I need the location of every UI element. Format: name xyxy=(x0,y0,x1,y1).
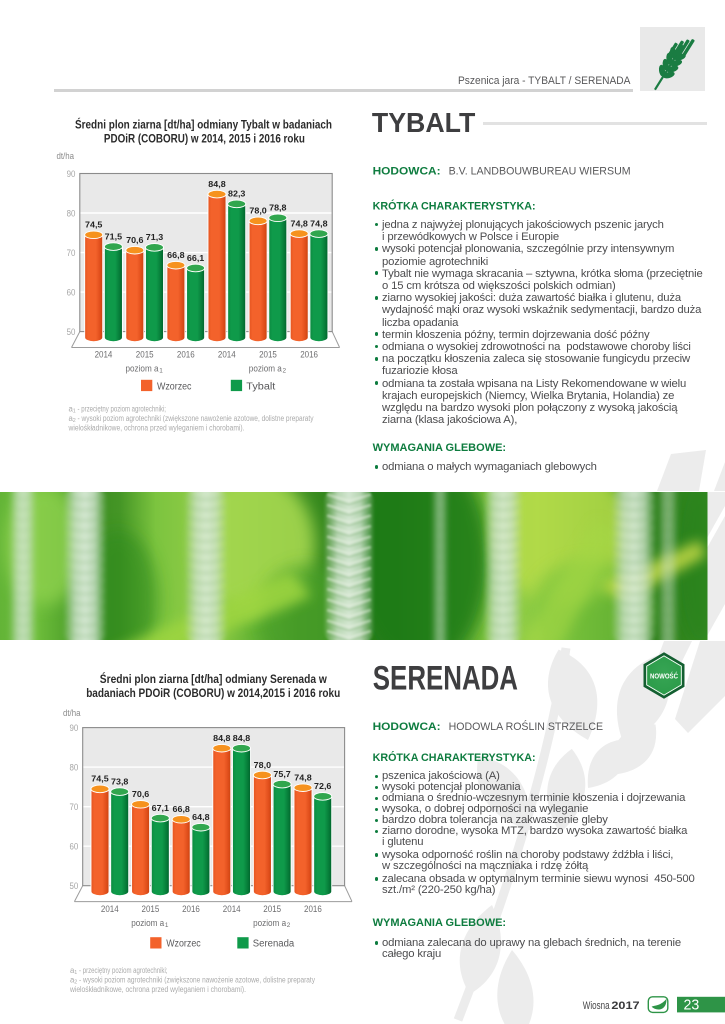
svg-text:74,8: 74,8 xyxy=(310,218,328,228)
svg-text:2016: 2016 xyxy=(177,350,195,360)
svg-text:2016: 2016 xyxy=(300,350,318,360)
svg-text:wielośkładnikowe, ochrona prze: wielośkładnikowe, ochrona przed wylegani… xyxy=(69,985,246,994)
svg-text:70,6: 70,6 xyxy=(132,789,150,799)
svg-text:74,5: 74,5 xyxy=(85,220,103,230)
svg-text:60: 60 xyxy=(67,288,76,299)
svg-text:66,8: 66,8 xyxy=(167,250,185,260)
svg-text:a: a xyxy=(70,966,75,975)
svg-text:84,8: 84,8 xyxy=(233,733,251,743)
svg-text:2: 2 xyxy=(283,368,287,375)
svg-text:a: a xyxy=(69,404,74,413)
svg-text:78,0: 78,0 xyxy=(254,760,272,770)
svg-text:poziom a: poziom a xyxy=(126,364,160,374)
svg-text:2017: 2017 xyxy=(611,1000,639,1012)
svg-text:1: 1 xyxy=(159,368,163,375)
svg-text:60: 60 xyxy=(70,842,79,853)
svg-text:78,0: 78,0 xyxy=(249,206,267,216)
svg-text:Średni plon ziarna [dt/ha] odm: Średni plon ziarna [dt/ha] odmiany Seren… xyxy=(100,671,328,686)
svg-text:Wzorzec: Wzorzec xyxy=(157,381,192,392)
svg-text:HODOWLA ROŚLIN STRZELCE: HODOWLA ROŚLIN STRZELCE xyxy=(449,720,604,733)
svg-text:WYMAGANIA GLEBOWE:: WYMAGANIA GLEBOWE: xyxy=(373,917,507,929)
svg-text:90: 90 xyxy=(70,723,79,734)
svg-text:KRÓTKA CHARAKTERYSTYKA:: KRÓTKA CHARAKTERYSTYKA: xyxy=(373,751,536,764)
svg-text:2014: 2014 xyxy=(95,350,113,360)
svg-text:2014: 2014 xyxy=(218,350,236,360)
svg-text:50: 50 xyxy=(67,327,76,338)
svg-text:71,3: 71,3 xyxy=(146,232,164,242)
svg-text:a: a xyxy=(70,975,75,984)
svg-text:50: 50 xyxy=(70,881,79,892)
svg-text:SERENADA: SERENADA xyxy=(373,660,518,698)
svg-text:badaniach PDOiR (COBORU) w 201: badaniach PDOiR (COBORU) w 2014,2015 i 2… xyxy=(86,686,340,700)
svg-text:67,1: 67,1 xyxy=(152,803,170,813)
svg-text:64,8: 64,8 xyxy=(192,812,210,822)
svg-text:wielośkładnikowe, ochrona prze: wielośkładnikowe, ochrona przed wylegani… xyxy=(68,423,245,432)
svg-text:PDOiR (COBORU) w 2014, 2015 i: PDOiR (COBORU) w 2014, 2015 i 2016 roku xyxy=(104,131,305,145)
svg-text:82,3: 82,3 xyxy=(228,189,246,199)
svg-text:dt/ha: dt/ha xyxy=(63,707,81,718)
svg-text:74,8: 74,8 xyxy=(291,218,309,228)
svg-text:71,5: 71,5 xyxy=(105,231,123,241)
svg-text:poziom a: poziom a xyxy=(131,918,165,928)
svg-text:72,6: 72,6 xyxy=(314,781,332,791)
svg-text:2016: 2016 xyxy=(304,904,322,914)
svg-text:2: 2 xyxy=(73,418,76,424)
svg-text:66,1: 66,1 xyxy=(187,253,205,263)
svg-text:2015: 2015 xyxy=(259,350,277,360)
svg-text:poziom a: poziom a xyxy=(249,364,283,374)
svg-text:TYBALT: TYBALT xyxy=(372,107,476,138)
svg-text:2015: 2015 xyxy=(142,904,160,914)
svg-text:NOWOŚĆ: NOWOŚĆ xyxy=(650,671,678,680)
svg-text:78,8: 78,8 xyxy=(269,203,287,213)
svg-text:KRÓTKA CHARAKTERYSTYKA:: KRÓTKA CHARAKTERYSTYKA: xyxy=(373,200,536,213)
svg-text:a: a xyxy=(69,414,74,423)
svg-text:80: 80 xyxy=(67,208,76,219)
svg-text:74,8: 74,8 xyxy=(294,773,312,783)
svg-text:poziom a: poziom a xyxy=(253,918,287,928)
svg-text:2: 2 xyxy=(74,979,77,985)
svg-text:75,7: 75,7 xyxy=(273,769,291,779)
svg-text:74,5: 74,5 xyxy=(91,774,109,784)
svg-text:2015: 2015 xyxy=(136,350,154,360)
svg-text:1: 1 xyxy=(73,408,76,414)
svg-text:HODOWCA:: HODOWCA: xyxy=(373,165,441,177)
svg-text:84,8: 84,8 xyxy=(208,179,226,189)
svg-text:2014: 2014 xyxy=(101,904,119,914)
svg-text:70: 70 xyxy=(70,802,79,813)
svg-text:2014: 2014 xyxy=(223,904,241,914)
svg-text:- wysoki poziom agrotechniki (: - wysoki poziom agrotechniki (zwiększone… xyxy=(78,414,314,423)
svg-text:- wysoki poziom agrotechniki (: - wysoki poziom agrotechniki (zwiększone… xyxy=(79,975,315,984)
svg-text:HODOWCA:: HODOWCA: xyxy=(373,721,441,733)
svg-text:WYMAGANIA GLEBOWE:: WYMAGANIA GLEBOWE: xyxy=(373,442,507,454)
svg-text:70,6: 70,6 xyxy=(126,235,144,245)
svg-text:2015: 2015 xyxy=(263,904,281,914)
svg-text:80: 80 xyxy=(70,763,79,774)
svg-text:Tybalt: Tybalt xyxy=(246,381,275,392)
svg-text:84,8: 84,8 xyxy=(213,733,231,743)
svg-text:23: 23 xyxy=(684,998,700,1014)
svg-text:2016: 2016 xyxy=(182,904,200,914)
svg-text:Serenada: Serenada xyxy=(253,939,295,950)
svg-text:90: 90 xyxy=(67,169,76,180)
svg-text:dt/ha: dt/ha xyxy=(57,150,75,161)
svg-text:1: 1 xyxy=(74,970,77,976)
svg-text:70: 70 xyxy=(67,248,76,259)
svg-text:73,8: 73,8 xyxy=(111,776,129,786)
svg-text:- przeciętny poziom agrotechni: - przeciętny poziom agrotechniki; xyxy=(79,966,168,975)
svg-text:2: 2 xyxy=(287,922,291,929)
svg-text:66,8: 66,8 xyxy=(173,804,191,814)
svg-text:1: 1 xyxy=(165,922,169,929)
svg-text:Średni plon ziarna [dt/ha] odm: Średni plon ziarna [dt/ha] odmiany Tybal… xyxy=(75,117,332,132)
svg-text:Pszenica jara - TYBALT / SEREN: Pszenica jara - TYBALT / SERENADA xyxy=(458,75,631,87)
svg-text:B.V. LANDBOUWBUREAU WIERSUM: B.V. LANDBOUWBUREAU WIERSUM xyxy=(449,165,631,177)
svg-text:- przeciętny poziom agrotechni: - przeciętny poziom agrotechniki; xyxy=(78,404,167,413)
svg-text:Wiosna: Wiosna xyxy=(583,1000,610,1012)
svg-text:Wzorzec: Wzorzec xyxy=(166,939,201,950)
